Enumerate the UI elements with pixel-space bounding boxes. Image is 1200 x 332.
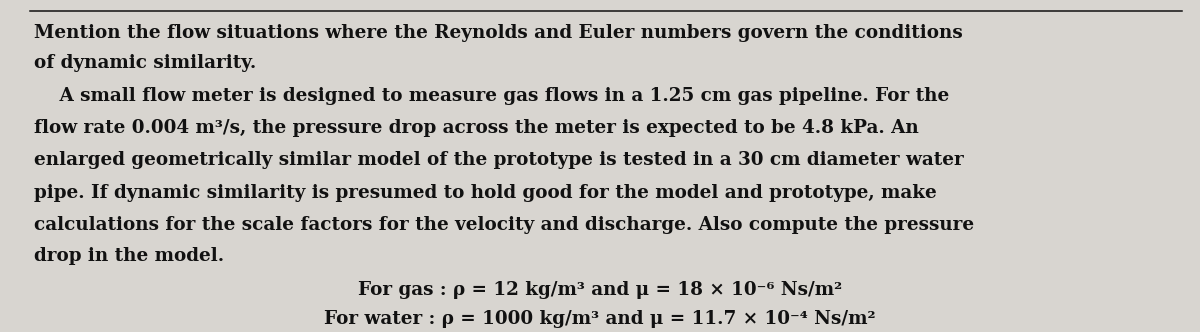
Text: For water : ρ = 1000 kg/m³ and μ = 11.7 × 10⁻⁴ Ns/m²: For water : ρ = 1000 kg/m³ and μ = 11.7 …	[324, 310, 876, 328]
Text: pipe. If dynamic similarity is presumed to hold good for the model and prototype: pipe. If dynamic similarity is presumed …	[34, 184, 936, 202]
Text: of dynamic similarity.: of dynamic similarity.	[34, 54, 256, 72]
Text: drop in the model.: drop in the model.	[34, 247, 223, 265]
Text: A small flow meter is designed to measure gas flows in a 1.25 cm gas pipeline. F: A small flow meter is designed to measur…	[34, 87, 949, 105]
Text: For gas : ρ = 12 kg/m³ and μ = 18 × 10⁻⁶ Ns/m²: For gas : ρ = 12 kg/m³ and μ = 18 × 10⁻⁶…	[358, 281, 842, 298]
Text: Mention the flow situations where the Reynolds and Euler numbers govern the cond: Mention the flow situations where the Re…	[34, 24, 962, 42]
Text: calculations for the scale factors for the velocity and discharge. Also compute : calculations for the scale factors for t…	[34, 216, 973, 234]
Text: enlarged geometrically similar model of the prototype is tested in a 30 cm diame: enlarged geometrically similar model of …	[34, 151, 964, 169]
Text: flow rate 0.004 m³/s, the pressure drop across the meter is expected to be 4.8 k: flow rate 0.004 m³/s, the pressure drop …	[34, 119, 918, 137]
